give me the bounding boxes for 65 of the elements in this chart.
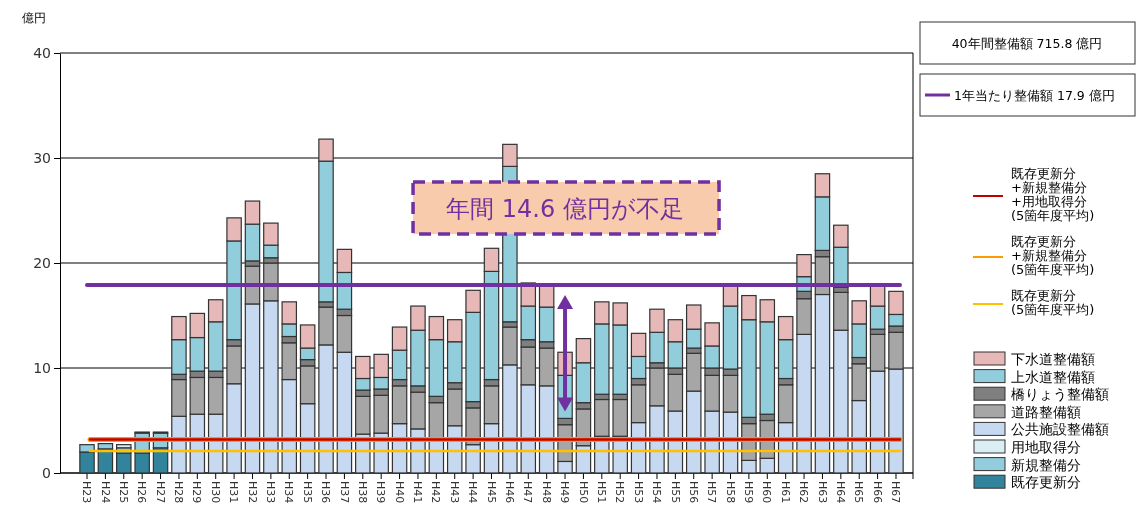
y-tick-label: 0 [42,464,51,481]
legend-label: 1年当たり整備額 17.9 億円 [954,88,1115,103]
annotation: 年間 14.6 億円が不足 [446,195,684,224]
x-tick-label: H50 [576,481,590,504]
legend-label: 公共施設整備額 [1011,421,1109,438]
x-tick-label: H37 [337,481,351,504]
x-tick-label: H28 [172,481,186,504]
x-tick-label: H59 [742,481,756,504]
x-tick-label: H67 [889,481,903,504]
x-tick-label: H58 [723,481,737,504]
legend-label: 既存更新分 +新規整備分 +用地取得分 (5箇年度平均) [1011,166,1095,223]
x-tick-label: H30 [208,481,222,504]
legend-label: 既存更新分 (5箇年度平均) [1011,288,1095,317]
x-tick-label: H48 [539,481,553,504]
x-tick-label: H61 [778,481,792,504]
x-tick-label: H52 [613,481,627,504]
text: 40年間整備額 715.8 億円 [951,36,1103,51]
x-tick-label: H29 [190,481,204,504]
x-tick-label: H63 [815,481,829,504]
y-tick-label: 30 [33,149,51,166]
x-tick-label: H38 [355,481,369,504]
x-tick-label: H46 [503,481,517,504]
x-tick-label: H41 [411,481,425,504]
x-tick-label: H51 [594,481,608,504]
legend-label: 既存更新分 +新規整備分 (5箇年度平均) [1011,234,1095,277]
x-tick-label: H32 [245,481,259,504]
legend-label: 新規整備分 [1011,456,1081,473]
x-tick-label: H62 [797,481,811,504]
legend-label: 既存更新分 [1011,474,1081,491]
x-tick-label: H24 [98,481,112,504]
x-tick-label: H55 [668,481,682,504]
x-tick-label: H25 [116,481,130,504]
x-tick-label: H64 [833,481,847,504]
y-tick-label: 10 [33,359,51,376]
legend-label: 道路整備額 [1011,403,1081,420]
legend-label: 橋りょう整備額 [1011,386,1109,403]
legend-label: 下水道整備額 [1011,351,1095,367]
x-tick-label: H27 [153,481,167,504]
x-tick-label: H26 [135,481,149,504]
x-tick-label: H31 [227,481,241,504]
x-tick-label: H34 [282,481,296,504]
x-tick-label: H40 [392,481,406,504]
x-tick-label: H23 [80,481,94,504]
x-tick-label: H57 [705,481,719,504]
y-tick-label: 20 [33,254,51,271]
x-tick-label: H36 [319,481,333,504]
x-tick-label: H33 [264,481,278,504]
y-tick-label: 40 [33,44,51,61]
x-tick-label: H49 [558,481,572,504]
x-tick-label: H45 [484,481,498,504]
x-tick-label: H54 [650,481,664,504]
x-tick-label: H35 [300,481,314,504]
x-tick-label: H47 [521,481,535,504]
x-tick-label: H53 [631,481,645,504]
legend-label: 用地取得分 [1011,439,1081,455]
x-tick-label: H39 [374,481,388,504]
x-tick-label: H56 [686,481,700,504]
legend-label: 上水道整備額 [1011,368,1095,385]
x-tick-label: H43 [447,481,461,504]
x-tick-label: H65 [852,481,866,504]
y-axis-title: 億円 [22,11,46,25]
x-tick-label: H66 [870,481,884,504]
x-tick-label: H44 [466,481,480,504]
x-tick-label: H60 [760,481,774,504]
x-tick-label: H42 [429,481,443,504]
